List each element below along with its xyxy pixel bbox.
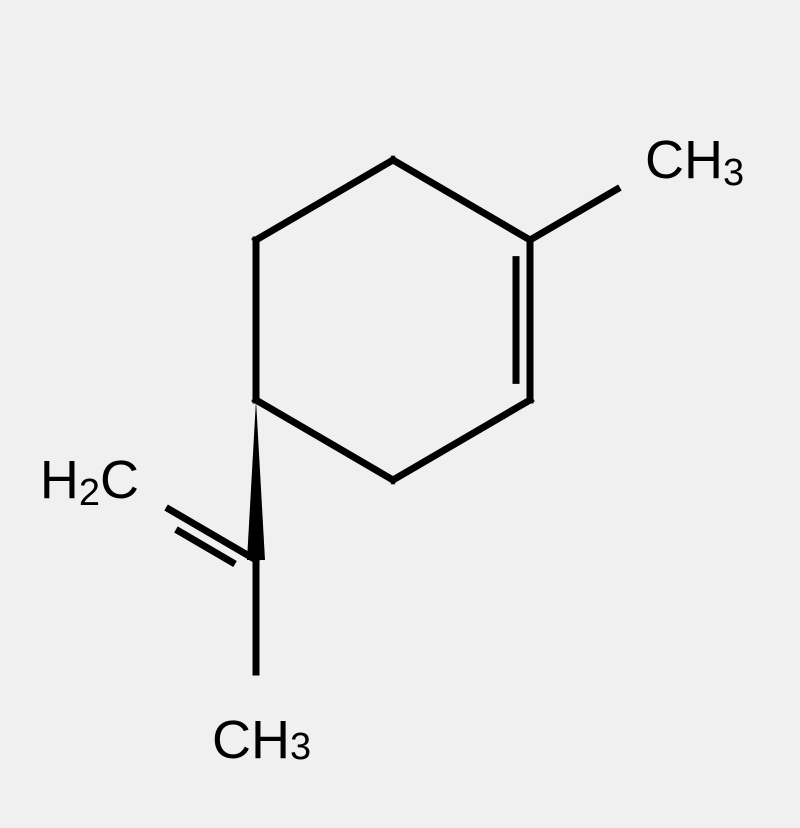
molecule-svg: CH3CH3H2C: [0, 0, 800, 828]
background: [0, 0, 800, 828]
molecule-figure: CH3CH3H2C: [0, 0, 800, 828]
